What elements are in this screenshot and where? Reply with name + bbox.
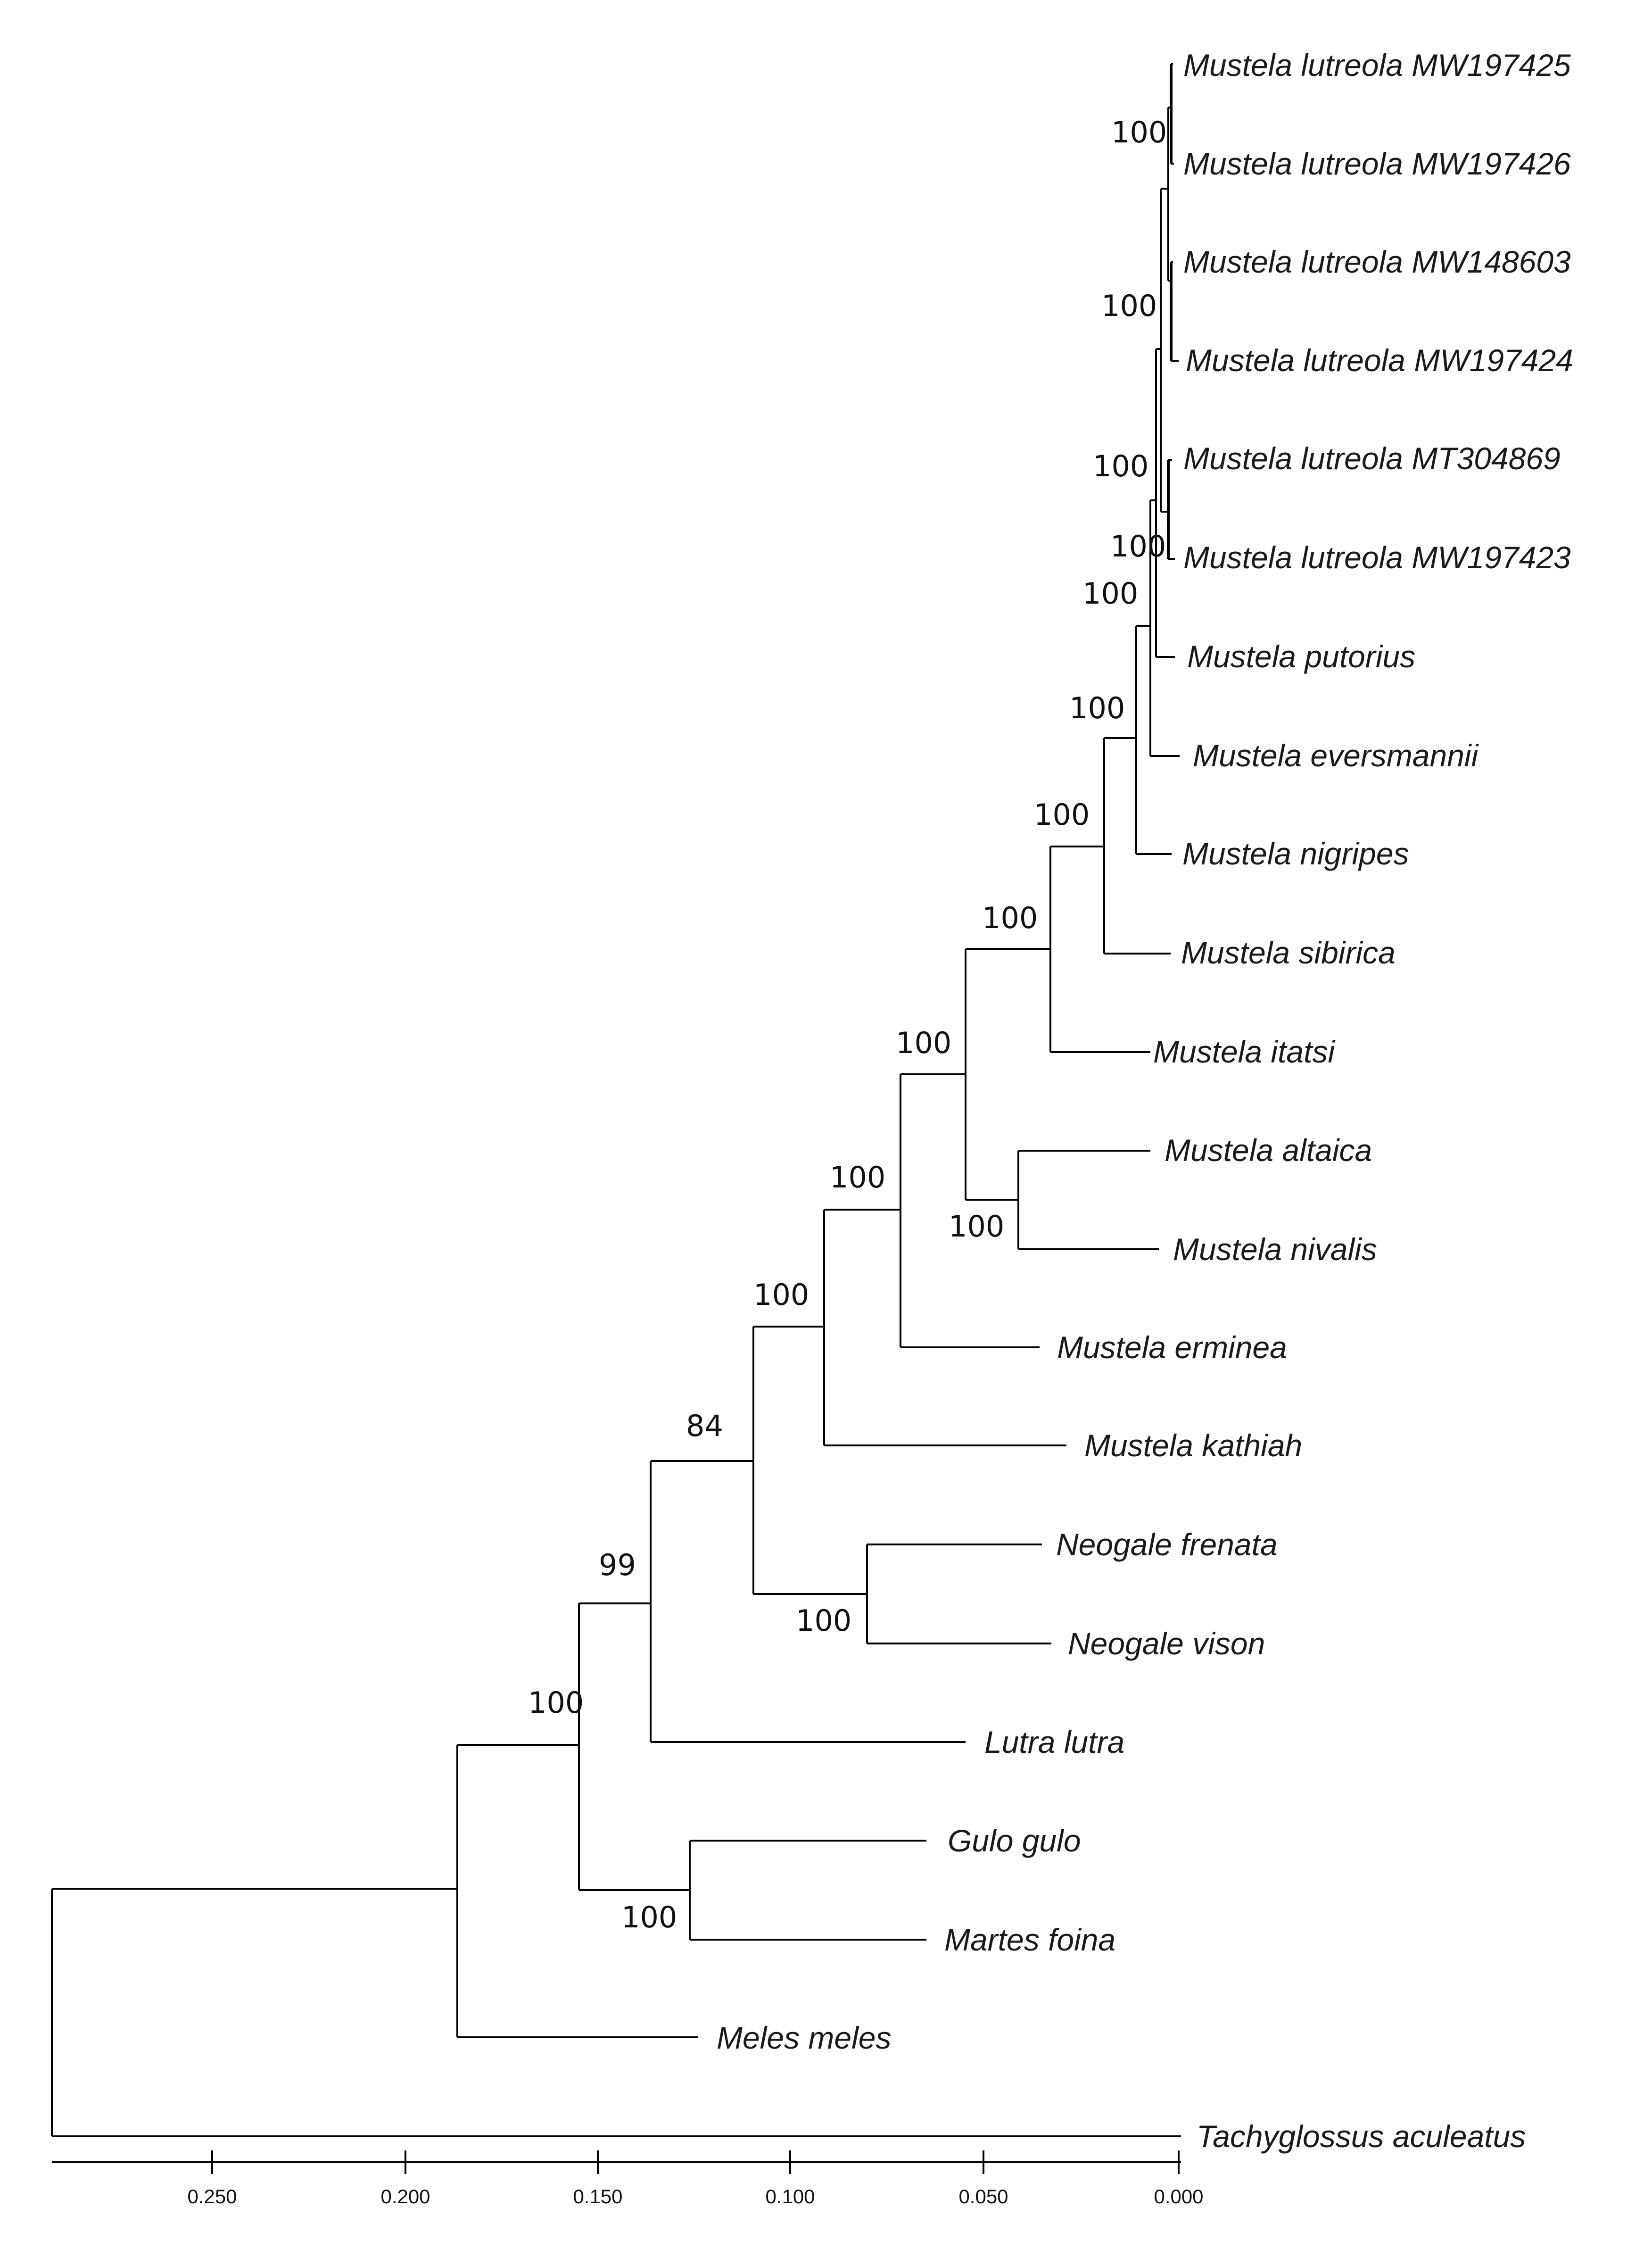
support-lutreola-603-424: 100 bbox=[1101, 289, 1157, 323]
taxon-mustela-putorius: Mustela putorius bbox=[1187, 639, 1415, 674]
support-plus-lutra: 99 bbox=[599, 1548, 636, 1582]
taxon-mustela-eversmannii: Mustela eversmannii bbox=[1193, 738, 1479, 773]
support-plus-kathiah: 100 bbox=[753, 1278, 809, 1312]
taxon-lutreola-mw197423: Mustela lutreola MW197423 bbox=[1183, 540, 1571, 575]
support-plus-eversmannii: 100 bbox=[1069, 691, 1125, 725]
taxon-meles-meles: Meles meles bbox=[717, 2020, 891, 2055]
support-neogale-pair: 100 bbox=[796, 1603, 851, 1638]
support-plus-erminea: 100 bbox=[830, 1160, 885, 1195]
support-plus-sibirica: 100 bbox=[982, 901, 1038, 935]
taxon-lutreola-mt304869: Mustela lutreola MT304869 bbox=[1183, 441, 1561, 476]
scale-tick-label: 0.150 bbox=[573, 2185, 622, 2208]
scale-tick-label: 0.050 bbox=[958, 2185, 1008, 2208]
taxon-lutreola-mw197426: Mustela lutreola MW197426 bbox=[1183, 146, 1571, 181]
taxon-mustela-erminea: Mustela erminea bbox=[1057, 1330, 1287, 1365]
taxon-neogale-vison: Neogale vison bbox=[1068, 1626, 1265, 1661]
taxon-mustela-nigripes: Mustela nigripes bbox=[1182, 836, 1409, 871]
support-values: 100 100 100 100 100 100 100 100 100 100 … bbox=[528, 115, 1167, 1934]
scale-tick-label: 0.200 bbox=[380, 2185, 430, 2208]
support-lutreola-425-426: 100 bbox=[1111, 115, 1167, 149]
support-plus-itatsi: 100 bbox=[896, 1026, 951, 1060]
taxon-gulo-gulo: Gulo gulo bbox=[948, 1823, 1081, 1858]
scale-axis: 0.250 0.200 0.150 0.100 0.050 0.000 bbox=[52, 2150, 1204, 2208]
taxon-mustela-kathiah: Mustela kathiah bbox=[1084, 1428, 1302, 1463]
taxon-neogale-frenata: Neogale frenata bbox=[1056, 1527, 1278, 1562]
taxon-lutreola-mw197425: Mustela lutreola MW197425 bbox=[1183, 48, 1571, 83]
support-altaica-nivalis: 100 bbox=[949, 1209, 1004, 1244]
scale-tick-label: 0.250 bbox=[187, 2185, 237, 2208]
taxon-lutreola-mw148603: Mustela lutreola MW148603 bbox=[1183, 244, 1571, 279]
taxon-lutreola-mw197424: Mustela lutreola MW197424 bbox=[1186, 343, 1573, 378]
support-plus-nigripes: 100 bbox=[1034, 797, 1090, 832]
tree-branches bbox=[51, 63, 1181, 2137]
support-mustela-neogale: 84 bbox=[686, 1409, 723, 1443]
support-gulo-martes: 100 bbox=[621, 1900, 677, 1934]
support-plus-putorius: 100 bbox=[1082, 576, 1138, 611]
taxon-labels: Mustela lutreola MW197425 Mustela lutreo… bbox=[717, 48, 1573, 2154]
taxon-mustela-nivalis: Mustela nivalis bbox=[1173, 1232, 1377, 1267]
scale-tick-label: 0.000 bbox=[1154, 2185, 1203, 2208]
taxon-martes-foina: Martes foina bbox=[944, 1922, 1115, 1957]
taxon-tachyglossus-aculeatus: Tachyglossus aculeatus bbox=[1197, 2119, 1526, 2154]
taxon-lutra-lutra: Lutra lutra bbox=[984, 1725, 1124, 1760]
taxon-mustela-altaica: Mustela altaica bbox=[1165, 1133, 1372, 1168]
support-lutreola-869-423: 100 bbox=[1093, 449, 1148, 483]
support-mustelinae-guloninae: 100 bbox=[528, 1685, 584, 1720]
support-lutreola-all: 100 bbox=[1110, 529, 1166, 564]
taxon-mustela-sibirica: Mustela sibirica bbox=[1181, 935, 1396, 970]
taxon-mustela-itatsi: Mustela itatsi bbox=[1153, 1034, 1336, 1069]
scale-tick-label: 0.100 bbox=[765, 2185, 815, 2208]
